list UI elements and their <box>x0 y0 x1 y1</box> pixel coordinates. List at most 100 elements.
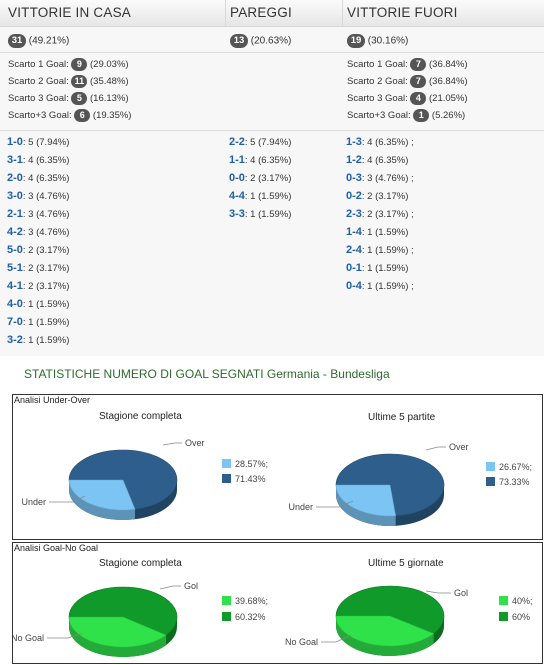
result-row: 2-2: 5 (7.94%) <box>229 136 291 148</box>
total-away: 19 (30.16%) <box>347 34 408 48</box>
result-stat: : 2 (3.17%) <box>22 263 70 274</box>
result-score: 3-2 <box>7 334 23 346</box>
scarto-label: Scarto+3 Goal: <box>8 110 72 122</box>
goal-stats-section: STATISTICHE NUMERO DI GOAL SEGNATI Germa… <box>0 356 544 665</box>
legend-swatch <box>486 462 495 471</box>
legend-swatch <box>499 596 508 605</box>
result-row: 1-1: 4 (6.35%) <box>229 154 291 166</box>
count-badge: 31 <box>8 34 26 48</box>
legend-item: 60.32% <box>222 612 266 622</box>
result-stat: : 1 (1.59%) <box>244 191 292 202</box>
chart-title: Stagione completa <box>99 558 182 569</box>
legend-item: 60% <box>499 612 530 622</box>
result-row: 4-2: 3 (4.76%) <box>7 226 69 238</box>
result-row: 0-3: 3 (4.76%) ; <box>346 172 414 184</box>
result-row: 2-0: 4 (6.35%) <box>7 172 69 184</box>
scarto-pct: (29.03%) <box>90 59 129 71</box>
result-stat: : 4 (6.35%) <box>361 155 409 166</box>
result-score: 1-3 <box>346 136 362 148</box>
result-score: 1-2 <box>346 154 362 166</box>
legend-item: 39.68%; <box>222 596 268 606</box>
scarto-pct: (21.05%) <box>429 93 468 105</box>
result-stat: : 1 (1.59%) <box>22 335 70 346</box>
result-row: 2-4: 1 (1.59%) ; <box>346 244 414 256</box>
result-score: 0-4 <box>346 280 362 292</box>
result-stat: : 4 (6.35%) <box>22 155 70 166</box>
legend-label: 60.32% <box>235 612 266 622</box>
result-row: 4-4: 1 (1.59%) <box>229 190 291 202</box>
pie-slice-no-goal <box>68 616 167 648</box>
result-stat: : 2 (3.17%) ; <box>361 209 414 220</box>
legend-swatch <box>499 612 508 621</box>
result-stat: : 3 (4.76%) ; <box>361 173 414 184</box>
slice-label: Under <box>21 497 46 507</box>
scarto-pct: (16.13%) <box>90 93 129 105</box>
result-row: 1-4: 1 (1.59%) <box>346 226 408 238</box>
chart-title: Ultime 5 partite <box>368 412 436 423</box>
result-row: 0-1: 1 (1.59%) <box>346 262 408 274</box>
leader-line <box>49 495 86 503</box>
result-score: 1-1 <box>229 154 245 166</box>
count-badge: 5 <box>71 92 88 105</box>
scarto-pct: (19.35%) <box>92 110 132 122</box>
legend-item: 28.57%; <box>222 459 268 469</box>
result-stat: : 2 (3.17%) <box>244 173 292 184</box>
result-stat: : 1 (1.59%) <box>361 227 409 238</box>
result-score: 4-1 <box>7 280 23 292</box>
result-stat: : 4 (6.35%) <box>22 173 70 184</box>
header-away-wins: VITTORIE FUORI <box>347 5 458 20</box>
pie-group: Gol No Goal <box>285 585 468 656</box>
leader-line <box>47 632 84 639</box>
count-badge: 6 <box>74 109 91 122</box>
header-divider <box>225 0 226 26</box>
pie-side-minor <box>336 616 434 656</box>
count-badge: 4 <box>410 92 427 105</box>
count-badge: 9 <box>71 58 88 71</box>
result-score: 1-0 <box>7 136 23 148</box>
scarto-row: Scarto 2 Goal: 7 (36.84%) <box>347 75 468 88</box>
slice-label: Over <box>185 438 205 448</box>
leader-line <box>159 585 181 590</box>
panel-title: Analisi Under-Over <box>14 395 91 405</box>
scarto-pct: (5.26%) <box>431 110 466 122</box>
result-stat: : 1 (1.59%) ; <box>361 245 414 256</box>
pie-slice-gol <box>335 585 445 634</box>
scarto-pct: (36.84%) <box>429 59 468 71</box>
result-stat: : 3 (4.76%) <box>22 209 70 220</box>
result-score: 4-2 <box>7 226 23 238</box>
result-score: 3-3 <box>229 208 245 220</box>
legend-swatch <box>222 612 231 621</box>
result-row: 5-1: 2 (3.17%) <box>7 262 69 274</box>
result-stat: : 4 (6.35%) ; <box>361 137 414 148</box>
result-stat: : 3 (4.76%) <box>22 227 70 238</box>
pie-side-minor <box>69 617 167 657</box>
result-row: 2-3: 2 (3.17%) ; <box>346 208 414 220</box>
result-stat: : 1 (1.59%) <box>244 209 292 220</box>
result-stat: : 5 (7.94%) <box>244 137 292 148</box>
count-badge: 19 <box>347 34 365 48</box>
result-score: 0-0 <box>229 172 245 184</box>
header-divider <box>342 0 343 26</box>
result-row: 3-2: 1 (1.59%) <box>7 334 69 346</box>
result-score: 2-2 <box>229 136 245 148</box>
result-score: 1-4 <box>346 226 362 238</box>
result-row: 2-1: 3 (4.76%) <box>7 208 69 220</box>
scarto-row: Scarto 3 Goal: 4 (21.05%) <box>347 92 468 105</box>
result-score: 4-4 <box>229 190 245 202</box>
result-stat: : 2 (3.17%) <box>22 281 70 292</box>
slice-label: No Goal <box>285 637 318 647</box>
total-pct: (30.16%) <box>367 35 409 47</box>
result-stat: : 2 (3.17%) <box>22 245 70 256</box>
scarto-label: Scarto 2 Goal: <box>8 76 69 88</box>
scarto-pct: (35.48%) <box>90 76 129 88</box>
result-row: 1-2: 4 (6.35%) <box>346 154 408 166</box>
result-row: 7-0: 1 (1.59%) <box>7 316 69 328</box>
result-score: 5-1 <box>7 262 23 274</box>
result-row: 1-3: 4 (6.35%) ; <box>346 136 414 148</box>
result-row: 3-0: 3 (4.76%) <box>7 190 69 202</box>
pie-group: Gol No Goal <box>13 581 198 657</box>
count-badge: 7 <box>410 75 427 88</box>
result-stat: : 3 (4.76%) <box>22 191 70 202</box>
result-score: 0-1 <box>346 262 362 274</box>
total-home: 31 (49.21%) <box>8 34 69 48</box>
